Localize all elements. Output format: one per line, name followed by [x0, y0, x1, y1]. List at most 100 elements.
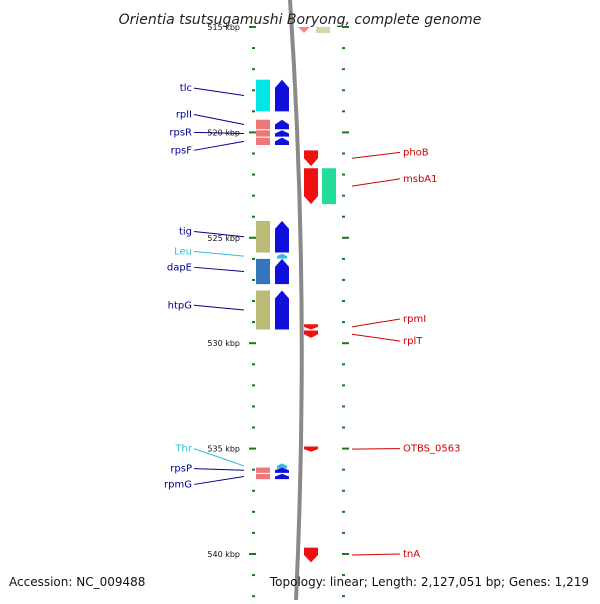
label-leader-phoB	[351, 151, 401, 159]
label-leader-Thr	[193, 448, 245, 467]
gene-box-rplI	[256, 119, 270, 130]
gene-arrow-rpsR	[275, 130, 289, 137]
left-scale-tick	[249, 26, 256, 28]
left-scale-tick	[249, 447, 256, 450]
label-leader-tnA	[351, 553, 401, 556]
label-leader-rpsR	[193, 131, 245, 134]
left-scale-tick	[252, 468, 255, 471]
gene-arrow-fragment	[298, 27, 310, 33]
gene-label-rpmG[interactable]: rpmG	[164, 479, 192, 490]
gene-box-tig	[256, 220, 270, 253]
right-scale-tick	[342, 405, 345, 408]
right-scale-tick	[342, 110, 345, 113]
left-scale-tick	[252, 152, 255, 155]
left-scale-tick	[252, 489, 255, 492]
right-scale-tick	[342, 489, 345, 492]
right-scale-tick	[342, 89, 345, 92]
gene-box-dapE	[256, 258, 270, 285]
right-scale-tick	[342, 574, 345, 577]
left-scale-tick	[249, 342, 256, 345]
gene-label-msbA1[interactable]: msbA1	[403, 174, 438, 185]
left-scale-tick	[252, 215, 255, 218]
left-scale-tick	[252, 384, 255, 387]
topology-label: Topology: linear; Length: 2,127,051 bp; …	[269, 575, 589, 589]
left-scale-tick	[252, 89, 255, 92]
gene-label-rpsF[interactable]: rpsF	[171, 145, 193, 156]
kbp-label: 530 kbp	[207, 339, 240, 348]
genome-title: Orientia tsutsugamushi Boryong, complete…	[119, 12, 482, 28]
right-scale-tick	[342, 426, 345, 429]
left-scale-tick	[252, 363, 255, 366]
gene-label-htpG[interactable]: htpG	[168, 300, 192, 311]
gene-arrow-msbA1	[304, 168, 318, 205]
genome-axis-line	[288, 0, 304, 601]
label-leader-rpsP	[193, 468, 245, 471]
right-scale-tick	[342, 194, 345, 197]
gene-label-phoB[interactable]: phoB	[403, 147, 429, 158]
right-scale-tick	[342, 131, 349, 134]
left-scale-tick	[252, 68, 255, 71]
gene-label-rpsP[interactable]: rpsP	[170, 464, 192, 475]
gene-box-rpsP	[256, 467, 270, 473]
left-scale-tick	[252, 321, 255, 324]
gene-label-tig[interactable]: tig	[179, 226, 192, 237]
gene-label-dapE[interactable]: dapE	[167, 262, 192, 273]
kbp-labels: 515 kbp 520 kbp 525 kbp 530 kbp 535 kbp 540 k…	[207, 23, 240, 559]
right-scale-tick	[342, 257, 345, 260]
trna-arrow-Leu	[277, 253, 287, 259]
left-scale-tick	[252, 194, 255, 197]
gene-box-msbA1	[322, 168, 336, 205]
gene-arrow-tig	[275, 220, 289, 253]
gene-label-rplT[interactable]: rplT	[403, 336, 423, 347]
gene-box-tlc	[256, 79, 270, 112]
gene-box-htpG	[256, 290, 270, 330]
gene-arrow-rpmG	[275, 473, 289, 480]
left-scale-tick	[249, 236, 256, 239]
gene-labels: tlc rplI rpsR rpsF tig Leu dapE htpG Thr rpsP rpmG…	[164, 83, 460, 560]
kbp-label: 535 kbp	[207, 445, 240, 454]
gene-label-rpmI[interactable]: rpmI	[403, 314, 426, 325]
kbp-label: 540 kbp	[207, 550, 240, 559]
gene-box-fragment	[316, 27, 330, 33]
label-leader-rpmI	[351, 318, 401, 328]
left-scale-tick	[252, 110, 255, 113]
label-leader-tlc	[193, 87, 245, 97]
gene-arrow-tlc	[275, 79, 289, 112]
left-scale-tick	[252, 278, 255, 281]
right-scale-tick	[342, 236, 349, 239]
gene-arrow-rpmI	[304, 324, 318, 330]
label-leader-rplT	[351, 333, 401, 342]
gene-arrow-rplT	[304, 330, 318, 338]
right-scale-tick	[342, 68, 345, 71]
gene-label-tnA[interactable]: tnA	[403, 549, 420, 560]
right-scale-tick	[342, 384, 345, 387]
right-scale-tick	[342, 447, 349, 450]
left-scale-tick	[252, 426, 255, 429]
left-scale-tick	[252, 405, 255, 408]
kbp-label: 520 kbp	[207, 128, 240, 137]
gene-label-rpsR[interactable]: rpsR	[169, 127, 192, 138]
gene-label-OTBS_0563[interactable]: OTBS_0563	[403, 444, 460, 455]
left-scale-tick	[252, 531, 255, 534]
gene-label-rplI[interactable]: rplI	[176, 109, 192, 120]
label-leader-rpmG	[193, 476, 245, 485]
label-leader-htpG	[193, 304, 245, 311]
right-scale-tick	[342, 342, 349, 345]
gene-label-tlc[interactable]: tlc	[180, 83, 192, 94]
gene-label-Leu[interactable]: Leu	[174, 247, 192, 258]
right-scale-tick	[342, 47, 345, 50]
right-scale-tick	[342, 553, 349, 555]
left-scale-tick	[252, 173, 255, 176]
right-scale-tick	[342, 215, 345, 218]
right-scale-tick	[342, 531, 345, 534]
label-leader-rplI	[193, 113, 245, 125]
gene-arrow-rpsP	[275, 467, 289, 473]
gene-arrow-htpG	[275, 290, 289, 330]
accession-label: Accession: NC_009488	[9, 575, 145, 589]
right-scale-tick	[342, 363, 345, 366]
label-leader-msbA1	[351, 178, 401, 187]
gene-label-Thr[interactable]: Thr	[174, 444, 192, 455]
left-scale-tick	[249, 553, 256, 555]
